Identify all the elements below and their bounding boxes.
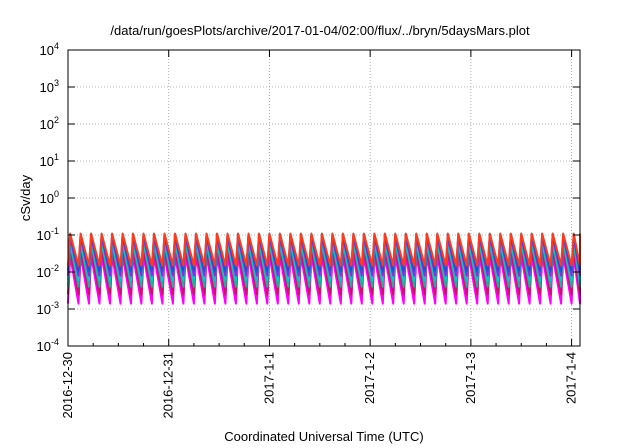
grid — [68, 50, 580, 346]
y-tick-label: 10-2 — [37, 263, 59, 280]
x-tick-label: 2017-1-3 — [463, 352, 478, 404]
y-tick-label: 10-4 — [37, 337, 59, 354]
y-tick-label: 101 — [40, 152, 59, 169]
x-axis-label: Coordinated Universal Time (UTC) — [224, 429, 423, 444]
ticks: 10-4 10-3 10-2 10-1 100 101 102 103 104 2016-12-3… — [37, 41, 580, 419]
y-tick-label: 100 — [40, 189, 59, 206]
y-tick-label: 102 — [40, 115, 59, 132]
series-line-7 — [67, 232, 581, 267]
y-axis-label: cSv/day — [18, 174, 33, 221]
series-group — [67, 232, 581, 305]
x-tick-label: 2017-1-1 — [261, 352, 276, 404]
x-tick-label: 2017-1-2 — [362, 352, 377, 404]
y-tick-label: 10-3 — [37, 300, 59, 317]
y-tick-label: 10-1 — [37, 226, 59, 243]
x-tick-label: 2016-12-31 — [161, 352, 176, 419]
x-tick-label: 2016-12-30 — [60, 352, 75, 419]
y-tick-label: 103 — [40, 78, 59, 95]
chart-title: /data/run/goesPlots/archive/2017-01-04/0… — [110, 23, 530, 38]
y-tick-label: 104 — [40, 41, 59, 58]
x-tick-label: 2017-1-4 — [564, 352, 579, 404]
